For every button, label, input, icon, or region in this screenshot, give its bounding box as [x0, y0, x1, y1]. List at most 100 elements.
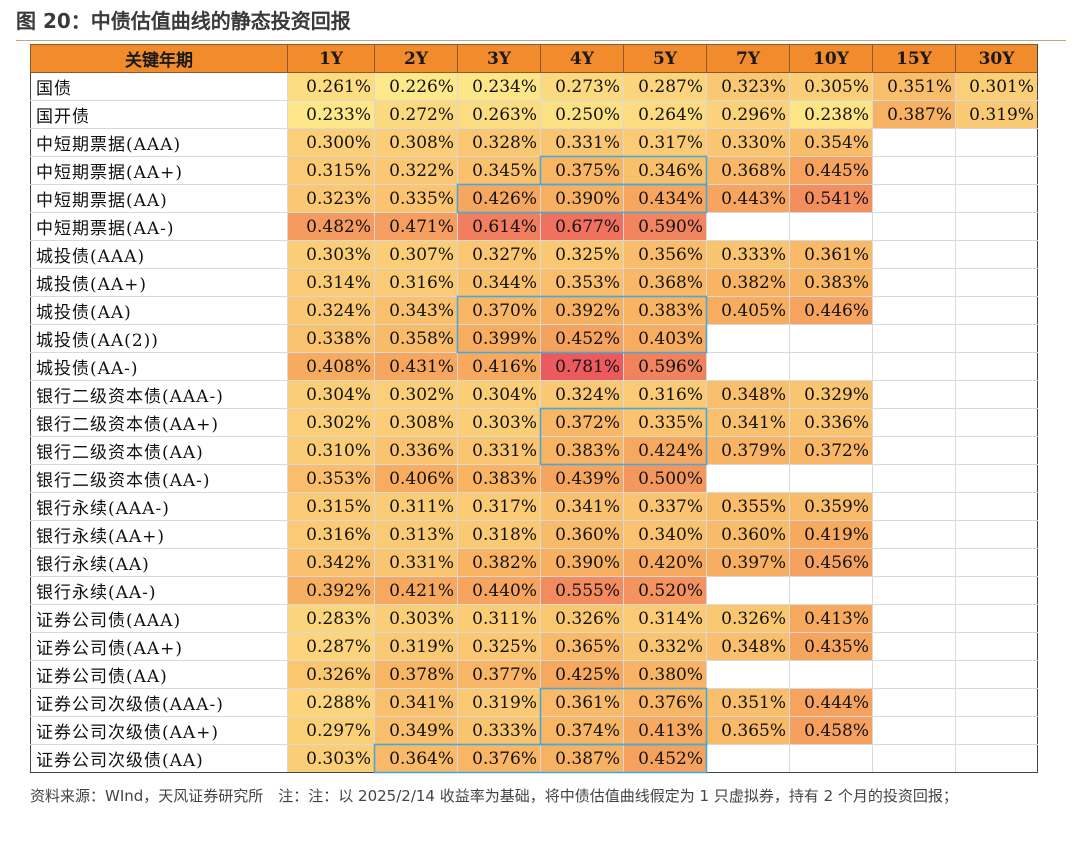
value-cell: 0.283%	[287, 604, 375, 633]
empty-cell	[706, 744, 790, 773]
value-cell: 0.471%	[374, 212, 458, 241]
value-cell: 0.328%	[457, 128, 541, 157]
empty-cell	[872, 744, 956, 773]
value-cell: 0.420%	[623, 548, 707, 577]
empty-cell	[706, 324, 790, 353]
value-cell: 0.238%	[789, 100, 873, 129]
value-cell: 0.322%	[374, 156, 458, 185]
empty-cell	[789, 352, 873, 381]
value-cell: 0.358%	[374, 324, 458, 353]
value-cell: 0.250%	[540, 100, 624, 129]
value-cell: 0.343%	[374, 296, 458, 325]
value-cell: 0.329%	[789, 380, 873, 409]
value-cell: 0.520%	[623, 576, 707, 605]
table-row: 银行永续(AA) 0.342% 0.331% 0.382% 0.390% 0.420% 0.…	[30, 548, 1038, 577]
header-col-3Y: 3Y	[457, 44, 541, 73]
empty-cell	[955, 464, 1038, 493]
empty-cell	[955, 492, 1038, 521]
value-cell: 0.376%	[623, 688, 707, 717]
empty-cell	[872, 240, 956, 269]
value-cell: 0.392%	[287, 576, 375, 605]
value-cell: 0.781%	[540, 352, 624, 381]
value-cell: 0.355%	[706, 492, 790, 521]
row-label: 城投债(AA(2))	[30, 324, 288, 353]
value-cell: 0.324%	[287, 296, 375, 325]
value-cell: 0.315%	[287, 492, 375, 521]
empty-cell	[789, 464, 873, 493]
table-row: 城投债(AAA) 0.303% 0.307% 0.327% 0.325% 0.356% 0.…	[30, 240, 1038, 269]
empty-cell	[955, 660, 1038, 689]
value-cell: 0.327%	[457, 240, 541, 269]
value-cell: 0.333%	[457, 716, 541, 745]
table-row: 证券公司次级债(AA+) 0.297% 0.349% 0.333% 0.374% 0.41…	[30, 716, 1038, 745]
empty-cell	[955, 436, 1038, 465]
value-cell: 0.482%	[287, 212, 375, 241]
value-cell: 0.374%	[540, 716, 624, 745]
table-row: 证券公司债(AA) 0.326% 0.378% 0.377% 0.425% 0.380%	[30, 660, 1038, 689]
empty-cell	[955, 744, 1038, 773]
value-cell: 0.314%	[287, 268, 375, 297]
table-row: 城投债(AA+) 0.314% 0.316% 0.344% 0.353% 0.368% 0.…	[30, 268, 1038, 297]
value-cell: 0.444%	[789, 688, 873, 717]
value-cell: 0.325%	[457, 632, 541, 661]
value-cell: 0.383%	[457, 464, 541, 493]
value-cell: 0.336%	[374, 436, 458, 465]
table-row: 中短期票据(AA) 0.323% 0.335% 0.426% 0.390% 0.434% 0…	[30, 184, 1038, 213]
value-cell: 0.315%	[287, 156, 375, 185]
empty-cell	[872, 604, 956, 633]
empty-cell	[872, 128, 956, 157]
row-label: 城投债(AAA)	[30, 240, 288, 269]
value-cell: 0.316%	[374, 268, 458, 297]
empty-cell	[955, 268, 1038, 297]
header-col-2Y: 2Y	[374, 44, 458, 73]
value-cell: 0.348%	[706, 380, 790, 409]
value-cell: 0.365%	[706, 716, 790, 745]
empty-cell	[789, 660, 873, 689]
value-cell: 0.307%	[374, 240, 458, 269]
header-col-15Y: 15Y	[872, 44, 956, 73]
table-row: 城投债(AA(2)) 0.338% 0.358% 0.399% 0.452% 0.403%	[30, 324, 1038, 353]
value-cell: 0.311%	[374, 492, 458, 521]
value-cell: 0.392%	[540, 296, 624, 325]
row-label: 银行二级资本债(AAA-)	[30, 380, 288, 409]
empty-cell	[872, 492, 956, 521]
value-cell: 0.288%	[287, 688, 375, 717]
value-cell: 0.555%	[540, 576, 624, 605]
value-cell: 0.349%	[374, 716, 458, 745]
value-cell: 0.300%	[287, 128, 375, 157]
value-cell: 0.332%	[623, 632, 707, 661]
value-cell: 0.439%	[540, 464, 624, 493]
value-cell: 0.677%	[540, 212, 624, 241]
value-cell: 0.443%	[706, 184, 790, 213]
empty-cell	[706, 576, 790, 605]
value-cell: 0.308%	[374, 128, 458, 157]
value-cell: 0.304%	[287, 380, 375, 409]
return-table: 关键年期 1Y 2Y 3Y 4Y 5Y 7Y 10Y 15Y 30Y 国债 0.261% 0.226%…	[30, 44, 1038, 773]
value-cell: 0.226%	[374, 72, 458, 101]
value-cell: 0.452%	[540, 324, 624, 353]
table-row: 中短期票据(AA+) 0.315% 0.322% 0.345% 0.375% 0.346%…	[30, 156, 1038, 185]
value-cell: 0.372%	[789, 436, 873, 465]
row-label: 证券公司次级债(AA)	[30, 744, 288, 773]
value-cell: 0.383%	[789, 268, 873, 297]
value-cell: 0.233%	[287, 100, 375, 129]
value-cell: 0.345%	[457, 156, 541, 185]
value-cell: 0.368%	[706, 156, 790, 185]
table-row: 证券公司债(AA+) 0.287% 0.319% 0.325% 0.365% 0.332%…	[30, 632, 1038, 661]
value-cell: 0.440%	[457, 576, 541, 605]
value-cell: 0.379%	[706, 436, 790, 465]
value-cell: 0.614%	[457, 212, 541, 241]
row-label: 银行二级资本债(AA-)	[30, 464, 288, 493]
value-cell: 0.314%	[623, 604, 707, 633]
value-cell: 0.387%	[540, 744, 624, 773]
value-cell: 0.341%	[540, 492, 624, 521]
value-cell: 0.337%	[623, 492, 707, 521]
empty-cell	[872, 184, 956, 213]
value-cell: 0.303%	[457, 408, 541, 437]
empty-cell	[872, 268, 956, 297]
empty-cell	[955, 128, 1038, 157]
value-cell: 0.263%	[457, 100, 541, 129]
value-cell: 0.383%	[623, 296, 707, 325]
table-row: 银行二级资本债(AA+) 0.302% 0.308% 0.303% 0.372% 0.33…	[30, 408, 1038, 437]
value-cell: 0.378%	[374, 660, 458, 689]
